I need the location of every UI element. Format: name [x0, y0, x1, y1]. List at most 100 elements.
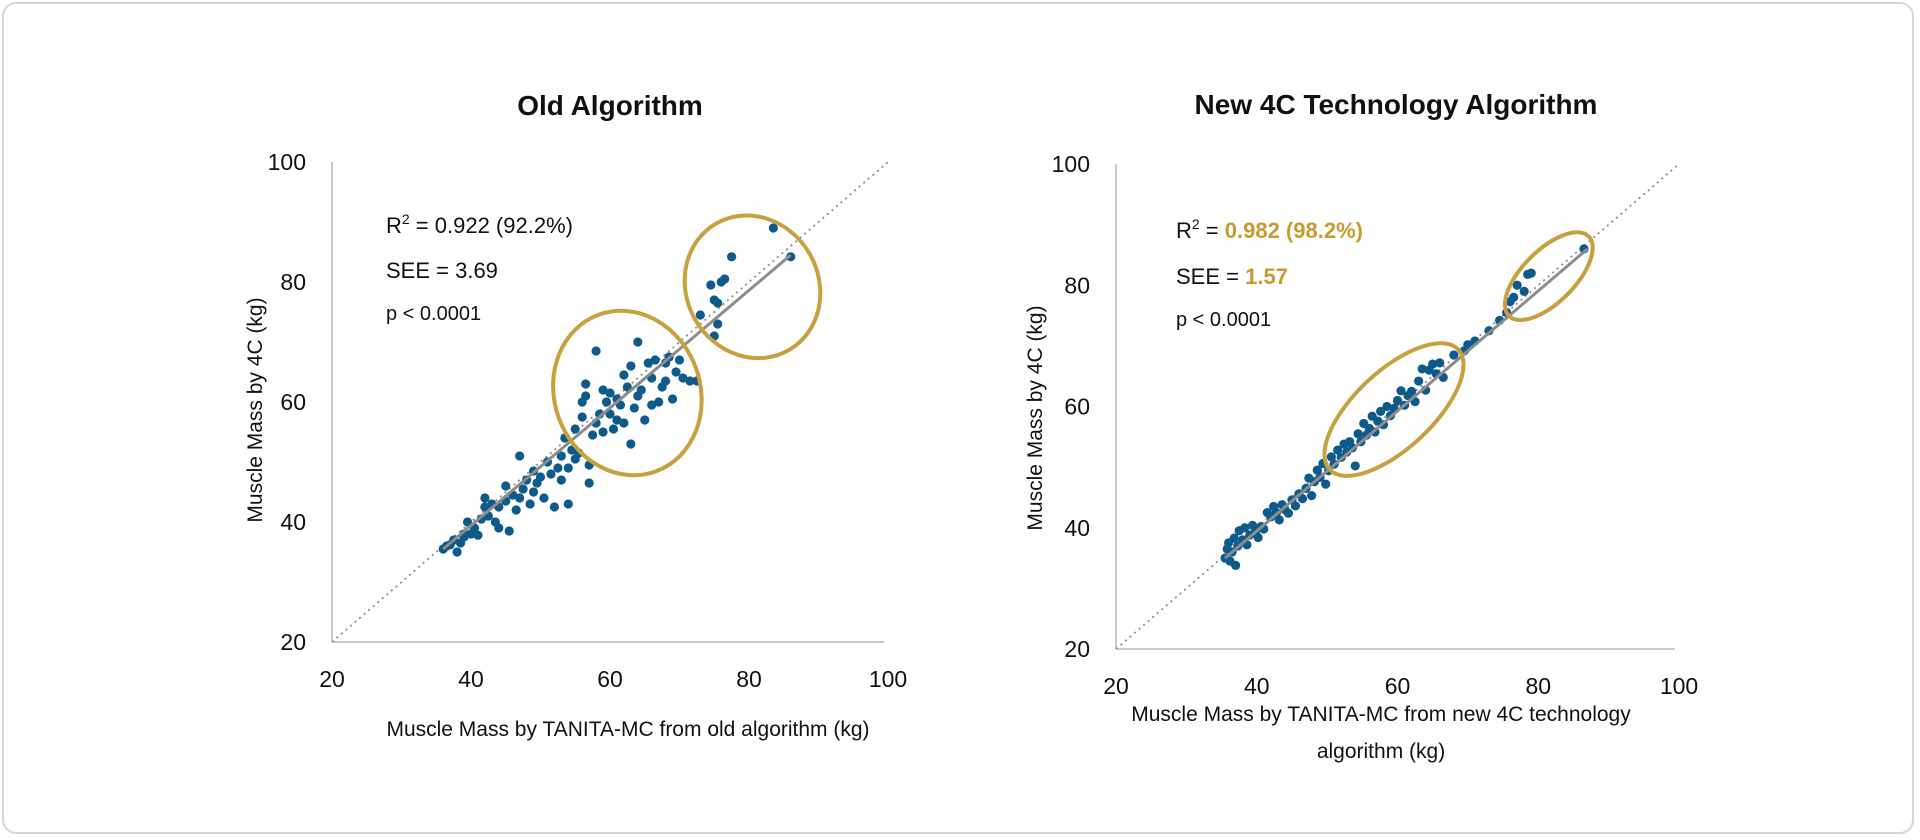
- x-axis-label-line-2: algorithm (kg): [1317, 740, 1445, 763]
- data-point: [1376, 406, 1386, 416]
- data-point: [462, 517, 473, 527]
- see-text: SEE = 1.57: [1176, 264, 1288, 289]
- axes: [331, 162, 884, 643]
- data-point: [584, 478, 594, 488]
- data-point: [570, 424, 580, 434]
- data-point: [525, 499, 535, 509]
- data-point: [581, 379, 591, 389]
- data-point: [654, 397, 664, 407]
- data-point: [528, 487, 539, 497]
- highlight-ellipse: [682, 213, 823, 361]
- data-point: [633, 337, 643, 347]
- r-squared-label: R: [386, 213, 402, 238]
- data-point: [1435, 358, 1445, 368]
- y-tick-label: 100: [1052, 151, 1090, 177]
- data-point: [452, 547, 462, 557]
- data-point: [1326, 452, 1336, 462]
- axes: [1115, 164, 1675, 650]
- see-value: 3.69: [455, 258, 498, 283]
- x-tick-label: 100: [1660, 673, 1698, 699]
- r-squared-text: R2 = 0.922 (92.2%): [386, 211, 573, 238]
- data-point: [706, 280, 716, 290]
- chart-title: New 4C Technology Algorithm: [1195, 89, 1598, 120]
- highlight-ellipse: [1502, 230, 1595, 323]
- y-tick-label: 40: [1064, 515, 1090, 541]
- data-point: [1519, 286, 1529, 296]
- data-point: [1417, 364, 1427, 374]
- regression-line: [1224, 247, 1589, 560]
- data-point: [1406, 386, 1417, 396]
- data-point: [553, 463, 563, 473]
- data-point: [1526, 268, 1536, 278]
- data-point: [1392, 395, 1403, 406]
- data-point: [591, 346, 601, 356]
- data-point: [515, 493, 525, 503]
- data-point: [563, 499, 573, 509]
- data-point: [1321, 479, 1331, 489]
- plot-layer: [1115, 163, 1680, 650]
- x-tick-label: 80: [736, 666, 762, 692]
- data-point: [1396, 386, 1406, 396]
- data-point: [1509, 292, 1519, 302]
- data-point: [556, 475, 566, 485]
- data-point: [674, 355, 685, 365]
- y-tick-label: 80: [1064, 272, 1090, 298]
- data-point: [598, 385, 608, 395]
- highlight-ellipse: [551, 308, 704, 478]
- x-tick-label: 20: [1103, 673, 1129, 699]
- data-point: [515, 451, 525, 461]
- regression-line: [442, 253, 792, 551]
- plot-layer: [331, 161, 889, 643]
- data-point: [494, 523, 504, 533]
- data-point: [549, 502, 560, 512]
- data-point: [629, 403, 639, 413]
- y-tick-label: 40: [280, 509, 306, 535]
- data-point: [546, 469, 556, 479]
- data-point: [1283, 508, 1294, 518]
- data-point: [671, 367, 681, 377]
- r-squared-text: R2 = 0.982 (98.2%): [1176, 216, 1363, 243]
- stats-block: R2 = 0.922 (92.2%) SEE = 3.69 p < 0.0001: [386, 211, 573, 325]
- data-point: [608, 424, 619, 434]
- data-point: [588, 430, 598, 440]
- r-squared-equals: =: [1200, 218, 1225, 243]
- highlight-ellipse: [1322, 341, 1466, 478]
- x-tick-label: 60: [597, 666, 623, 692]
- data-point: [1240, 523, 1250, 533]
- data-point: [713, 319, 723, 329]
- data-point: [1312, 465, 1322, 475]
- r-squared-equals: =: [410, 213, 435, 238]
- data-point: [720, 274, 730, 284]
- data-point: [480, 493, 490, 503]
- data-point: [1253, 532, 1263, 543]
- x-tick-label: 20: [319, 666, 345, 692]
- stats-block: R2 = 0.982 (98.2%) SEE = 1.57 p < 0.0001: [1176, 216, 1363, 331]
- data-point: [636, 385, 646, 395]
- data-point: [1333, 445, 1343, 455]
- y-tick-label: 60: [1064, 394, 1090, 420]
- data-point: [1414, 376, 1424, 386]
- x-tick-label: 40: [458, 666, 484, 692]
- data-point: [643, 358, 653, 368]
- p-value-text: p < 0.0001: [1176, 309, 1271, 331]
- y-tick-label: 100: [268, 149, 306, 175]
- data-point: [650, 355, 660, 365]
- data-point: [685, 376, 695, 386]
- data-point: [581, 391, 591, 401]
- x-tick-label: 60: [1385, 673, 1411, 699]
- y-tick-label: 60: [280, 389, 306, 415]
- r-squared-sup: 2: [402, 211, 410, 227]
- data-point: [678, 373, 688, 383]
- data-point: [1382, 401, 1392, 412]
- data-point: [667, 394, 678, 404]
- data-point: [640, 415, 650, 425]
- data-point: [626, 361, 636, 371]
- data-point: [1231, 560, 1241, 570]
- data-point: [539, 493, 549, 503]
- data-point: [1229, 533, 1239, 543]
- data-point: [1449, 350, 1459, 360]
- data-point: [619, 370, 629, 380]
- data-point: [612, 415, 622, 425]
- x-tick-label: 100: [869, 666, 907, 692]
